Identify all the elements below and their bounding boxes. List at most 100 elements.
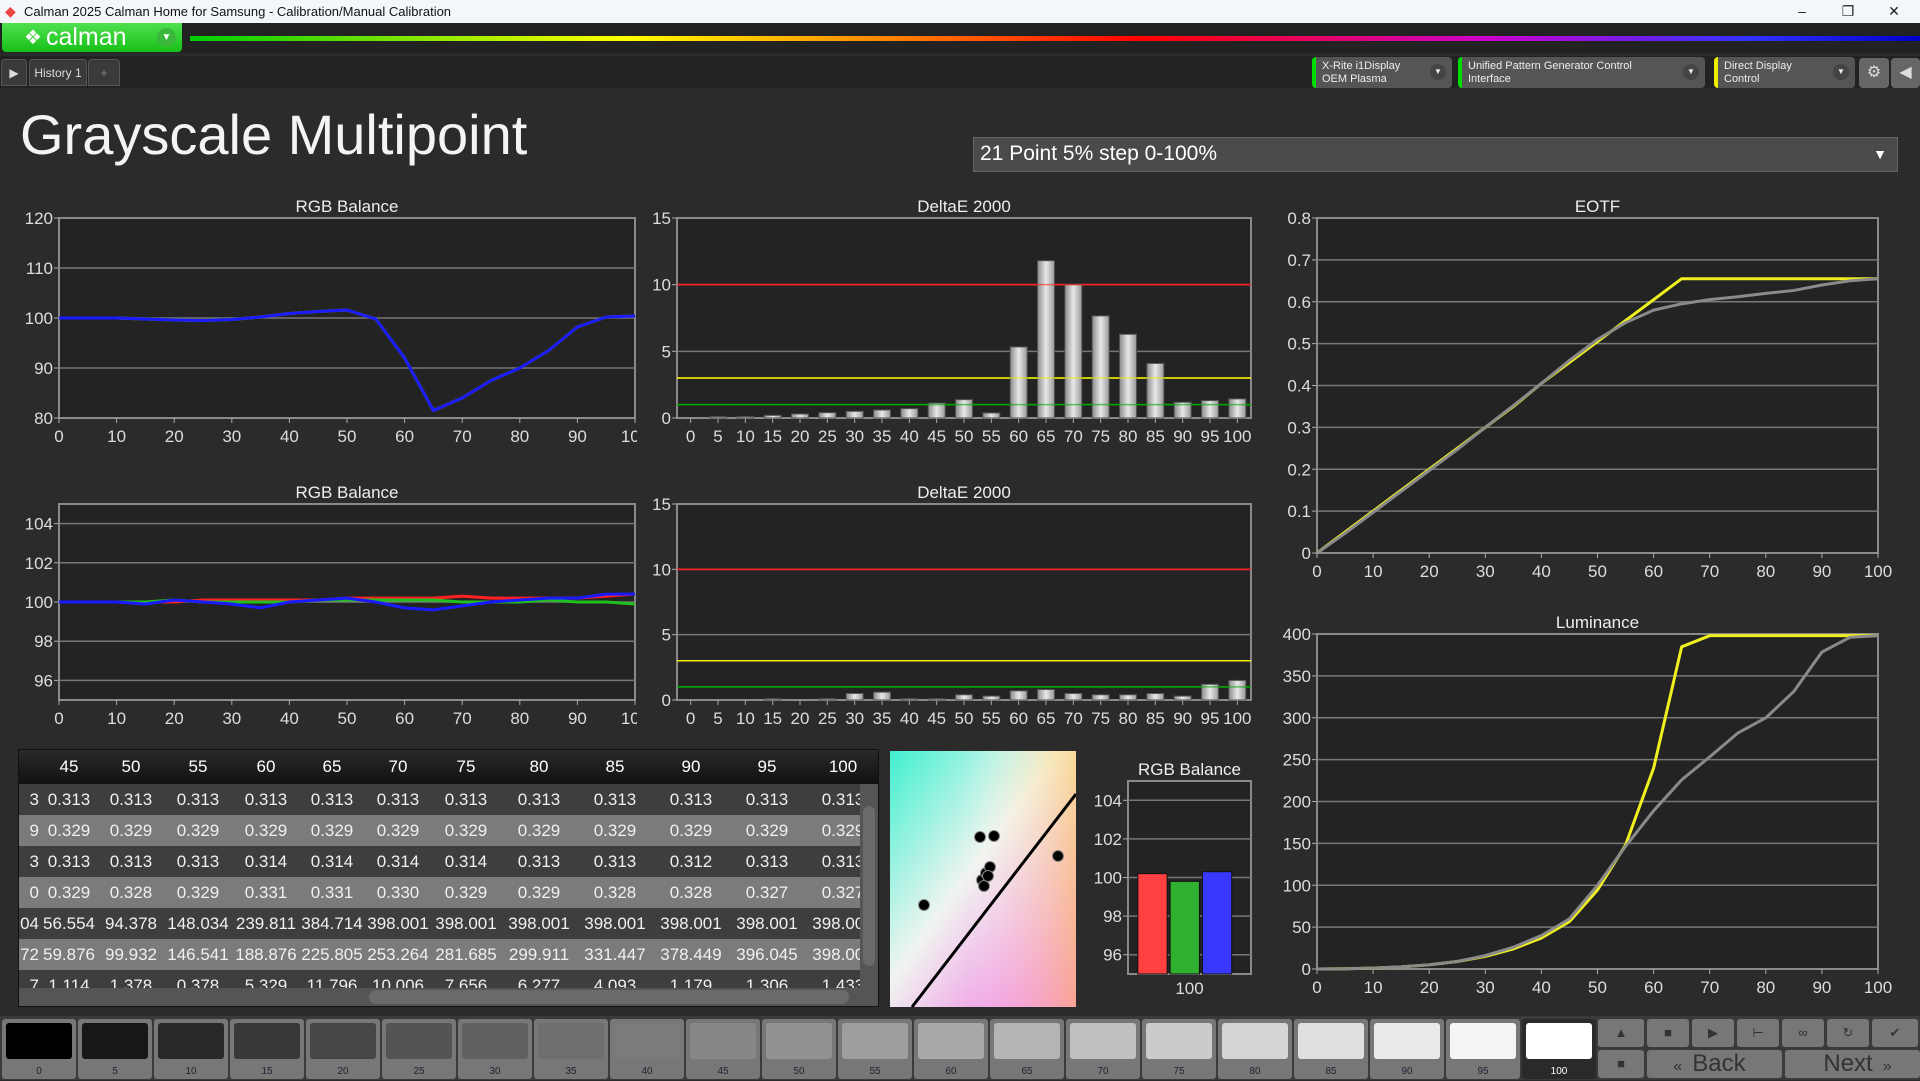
pattern-generator-selector[interactable]: Unified Pattern Generator Control Interf… (1458, 57, 1705, 88)
patch-label: 35 (565, 1066, 577, 1077)
back-button[interactable]: « Back (1647, 1050, 1782, 1078)
x-tick-label: 30 (845, 427, 864, 446)
patch-label: 70 (1097, 1066, 1109, 1077)
x-tick-label: 100 (1864, 562, 1892, 581)
x-tick-label: 45 (927, 427, 946, 446)
deltae-bar (1064, 284, 1083, 419)
nav-label: Back (1692, 1050, 1746, 1077)
scroll-thumb[interactable] (863, 806, 875, 966)
next-button[interactable]: Next » (1785, 1050, 1920, 1078)
series-line (1316, 277, 1879, 555)
table-cell: 0.313 (163, 846, 233, 877)
deltae-bar (1091, 694, 1110, 701)
table-row[interactable]: 3 0.313 0.313 0.313 0.313 0.313 0.313 0.313 0.31… (19, 784, 878, 815)
play-button[interactable]: ▶ (1692, 1019, 1734, 1047)
table-cell: 0.314 (299, 846, 365, 877)
x-tick-label: 80 (510, 709, 529, 728)
continuous-icon: ∞ (1798, 1025, 1808, 1040)
patch-5[interactable]: 5 (78, 1019, 152, 1079)
maximize-button[interactable]: ❐ (1841, 3, 1855, 19)
patch-70[interactable]: 70 (1066, 1019, 1140, 1079)
table-cell: 396.045 (729, 939, 805, 970)
expand-panel-button[interactable]: ▶ (1, 59, 27, 86)
calman-menu-button[interactable]: ❖ calman ▼ (2, 23, 182, 52)
patch-20[interactable]: 20 (306, 1019, 380, 1079)
measurement-point (982, 870, 994, 882)
x-tick-label: 10 (736, 709, 755, 728)
y-tick-label: 5 (662, 342, 671, 361)
minimize-button[interactable]: – (1798, 3, 1806, 19)
table-cell: 0.329 (39, 815, 99, 846)
x-tick-label: 10 (107, 709, 126, 728)
collapse-button[interactable]: ◀ (1891, 58, 1920, 88)
table-row[interactable]: 72 59.876 99.932 146.541 188.876 225.805 253.2… (19, 939, 878, 970)
patch-10[interactable]: 10 (154, 1019, 228, 1079)
scroll-up-button[interactable]: ▲ (1598, 1019, 1644, 1047)
table-row[interactable]: 0 0.329 0.328 0.329 0.331 0.331 0.330 0.329 0.32… (19, 877, 878, 908)
settings-button[interactable]: ⚙ (1859, 58, 1889, 88)
table-cell: 0.329 (365, 815, 431, 846)
stop-pattern-button[interactable]: ■ (1598, 1050, 1644, 1078)
measurement-point (974, 831, 986, 843)
patch-95[interactable]: 95 (1446, 1019, 1520, 1079)
patch-40[interactable]: 40 (610, 1019, 684, 1079)
table-row[interactable]: 04 56.554 94.378 148.034 239.811 384.714 398.0… (19, 908, 878, 939)
column-header: 50 (99, 750, 163, 784)
play-icon: ▶ (1708, 1025, 1718, 1040)
x-tick-label: 90 (1173, 709, 1192, 728)
patch-80[interactable]: 80 (1218, 1019, 1292, 1079)
table-cell: 0.313 (577, 784, 653, 815)
y-tick-label: 90 (34, 359, 53, 378)
patch-30[interactable]: 30 (458, 1019, 532, 1079)
check-button[interactable]: ✔ (1872, 1019, 1918, 1047)
patch-90[interactable]: 90 (1370, 1019, 1444, 1079)
measurement-table[interactable]: 45 50 55 60 65 70 75 80 85 90 95 100 3 0.313 0.313 0.3… (18, 749, 879, 1007)
stop-button[interactable]: ■ (1647, 1019, 1689, 1047)
patch-85[interactable]: 85 (1294, 1019, 1368, 1079)
table-cell: 0.313 (577, 846, 653, 877)
patch-50[interactable]: 50 (762, 1019, 836, 1079)
y-tick-label: 100 (25, 309, 53, 328)
tab-history-1[interactable]: History 1 (29, 59, 87, 86)
patch-60[interactable]: 60 (914, 1019, 988, 1079)
deltae-bar (927, 698, 946, 701)
chevron-down-icon: ▼ (157, 28, 176, 47)
read-series-button[interactable]: ⊢ (1737, 1019, 1779, 1047)
patch-strip: 0 5 10 15 20 25 30 35 40 45 50 55 60 65 70 75 80 85 90 95 10… (0, 1016, 1920, 1080)
x-tick-label: 35 (873, 709, 892, 728)
patch-65[interactable]: 65 (990, 1019, 1064, 1079)
continuous-button[interactable]: ∞ (1782, 1019, 1824, 1047)
x-tick-label: 30 (1476, 562, 1495, 581)
horizontal-scrollbar[interactable] (19, 988, 878, 1006)
patch-55[interactable]: 55 (838, 1019, 912, 1079)
display-control-selector[interactable]: Direct Display Control ▼ (1714, 57, 1855, 88)
y-tick-label: 0.7 (1287, 251, 1311, 270)
deltae-bar (1173, 695, 1192, 701)
table-row[interactable]: 9 0.329 0.329 0.329 0.329 0.329 0.329 0.329 0.32… (19, 815, 878, 846)
refresh-button[interactable]: ↻ (1827, 1019, 1869, 1047)
patch-color (1222, 1023, 1288, 1059)
patch-35[interactable]: 35 (534, 1019, 608, 1079)
x-tick-label: 20 (1420, 562, 1439, 581)
measurement-point (978, 880, 990, 892)
close-button[interactable]: ✕ (1888, 3, 1900, 19)
patch-label: 15 (261, 1066, 273, 1077)
table-row[interactable]: 3 0.313 0.313 0.313 0.314 0.314 0.314 0.314 0.31… (19, 846, 878, 877)
y-tick-label: 5 (662, 626, 671, 645)
point-set-dropdown[interactable]: 21 Point 5% step 0-100% ▼ (973, 137, 1898, 172)
patch-25[interactable]: 25 (382, 1019, 456, 1079)
meter-selector[interactable]: X-Rite i1Display OEM Plasma ▼ (1312, 57, 1452, 88)
patch-0[interactable]: 0 (2, 1019, 76, 1079)
table-cell: 0.313 (39, 784, 99, 815)
add-tab-button[interactable]: + (88, 59, 120, 86)
patch-15[interactable]: 15 (230, 1019, 304, 1079)
vertical-scrollbar[interactable] (860, 784, 878, 990)
patch-45[interactable]: 45 (686, 1019, 760, 1079)
patch-75[interactable]: 75 (1142, 1019, 1216, 1079)
scroll-thumb[interactable] (369, 990, 849, 1004)
device-label: Unified Pattern Generator Control Interf… (1468, 60, 1632, 85)
table-cell: 398.001 (365, 908, 431, 939)
patch-100[interactable]: 100 (1522, 1019, 1596, 1079)
table-cell: 0 (19, 877, 39, 908)
